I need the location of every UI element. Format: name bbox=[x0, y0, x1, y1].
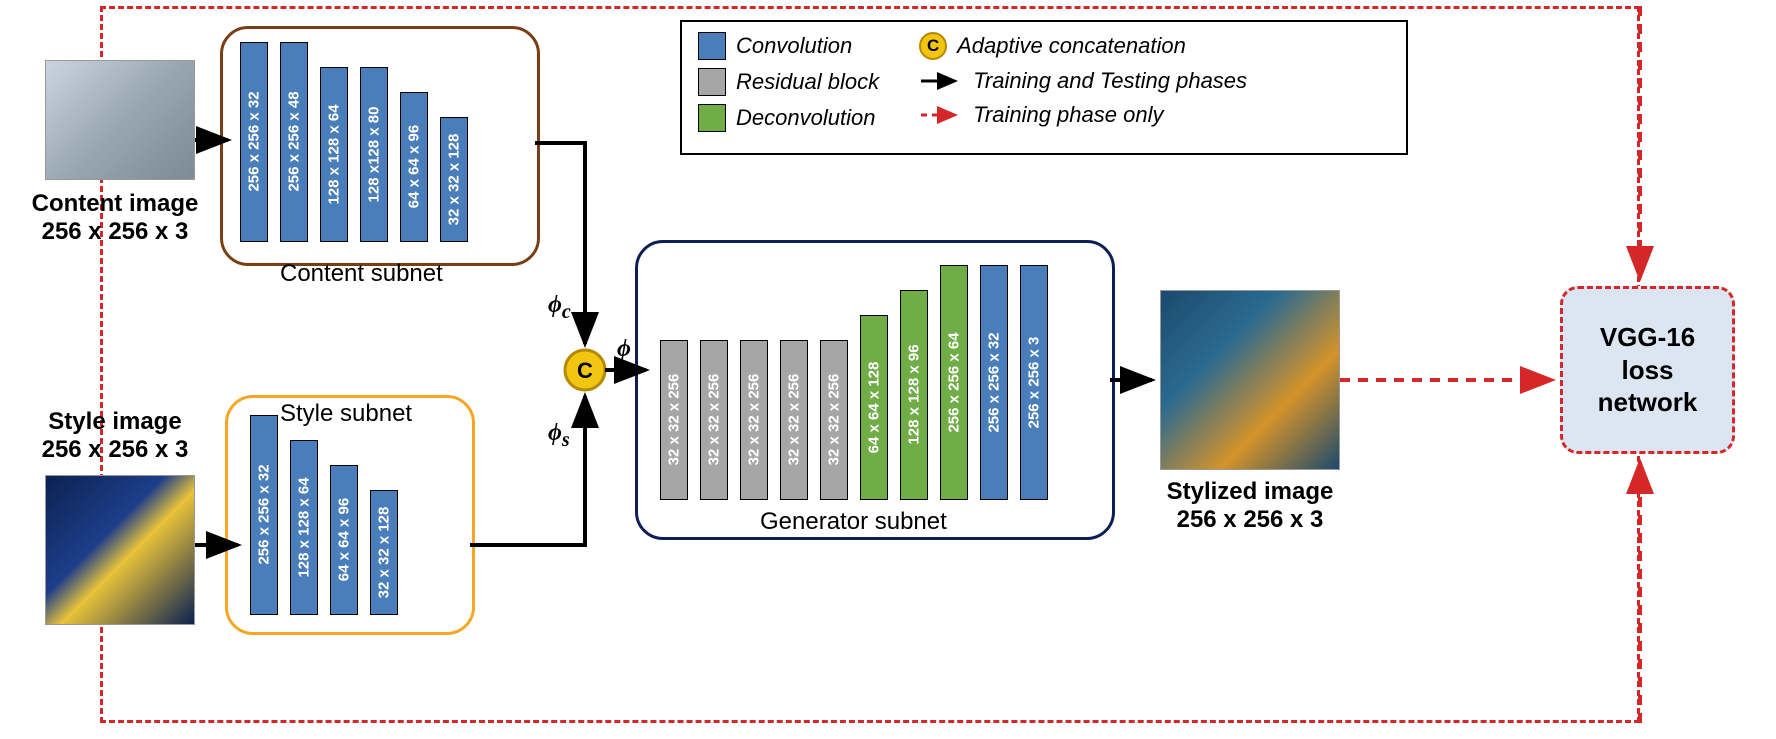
legend-train-only: Training phase only bbox=[919, 102, 1247, 128]
legend-concat-text: Adaptive concatenation bbox=[957, 33, 1186, 59]
legend-residual: Residual block bbox=[698, 68, 879, 96]
legend-both-phases: Training and Testing phases bbox=[919, 68, 1247, 94]
content-image-dims: 256 x 256 x 3 bbox=[42, 218, 189, 245]
stylized-image-placeholder bbox=[1160, 290, 1340, 470]
layer-label: 256 x 256 x 32 bbox=[256, 445, 273, 585]
legend-both-text: Training and Testing phases bbox=[973, 68, 1247, 94]
layer-label: 64 x 64 x 96 bbox=[406, 97, 423, 237]
layer-label: 32 x 32 x 128 bbox=[376, 482, 393, 622]
layer-label: 128 x128 x 80 bbox=[366, 84, 383, 224]
content-image-label: Content image bbox=[32, 190, 199, 217]
style-image-dims: 256 x 256 x 3 bbox=[42, 436, 189, 463]
content-subnet-label: Content subnet bbox=[280, 260, 443, 288]
layer-label: 32 x 32 x 256 bbox=[706, 350, 723, 490]
layer-label: 64 x 64 x 128 bbox=[866, 337, 883, 477]
layer-label: 256 x 256 x 3 bbox=[1026, 312, 1043, 452]
legend-residual-text: Residual block bbox=[736, 69, 879, 95]
layer-label: 32 x 32 x 256 bbox=[786, 350, 803, 490]
legend-conv-text: Convolution bbox=[736, 33, 852, 59]
style-image-label: Style image bbox=[48, 408, 181, 435]
legend-conv: Convolution bbox=[698, 32, 879, 60]
vgg-loss-label: VGG-16lossnetwork bbox=[1598, 321, 1698, 419]
layer-label: 256 x 256 x 32 bbox=[986, 312, 1003, 452]
legend-concat: C Adaptive concatenation bbox=[919, 32, 1247, 60]
stylized-image-dims: 256 x 256 x 3 bbox=[1177, 506, 1324, 533]
legend-deconv-text: Deconvolution bbox=[736, 105, 875, 131]
legend-train-text: Training phase only bbox=[973, 102, 1163, 128]
content-image-placeholder bbox=[45, 60, 195, 180]
layer-label: 128 x 128 x 96 bbox=[906, 325, 923, 465]
layer-label: 128 x 128 x 64 bbox=[326, 84, 343, 224]
layer-label: 256 x 256 x 64 bbox=[946, 312, 963, 452]
layer-label: 256 x 256 x 32 bbox=[246, 72, 263, 212]
layer-label: 32 x 32 x 256 bbox=[746, 350, 763, 490]
layer-label: 32 x 32 x 256 bbox=[666, 350, 683, 490]
content-image-caption: Content image 256 x 256 x 3 bbox=[10, 190, 220, 246]
phi-c-label: ϕc bbox=[548, 292, 571, 324]
legend-box: Convolution Residual block Deconvolution… bbox=[680, 20, 1408, 155]
layer-label: 256 x 256 x 48 bbox=[286, 72, 303, 212]
layer-label: 32 x 32 x 256 bbox=[826, 350, 843, 490]
vgg-loss-box: VGG-16lossnetwork bbox=[1560, 286, 1735, 454]
phi-label: ϕ bbox=[617, 336, 631, 363]
stylized-image-caption: Stylized image 256 x 256 x 3 bbox=[1140, 478, 1360, 534]
layer-label: 32 x 32 x 128 bbox=[446, 109, 463, 249]
stylized-image-label: Stylized image bbox=[1167, 478, 1334, 505]
style-image-placeholder bbox=[45, 475, 195, 625]
style-subnet-label: Style subnet bbox=[280, 400, 412, 428]
layer-label: 64 x 64 x 96 bbox=[336, 470, 353, 610]
style-image-caption: Style image 256 x 256 x 3 bbox=[10, 408, 220, 464]
layer-label: 128 x 128 x 64 bbox=[296, 457, 313, 597]
legend-deconv: Deconvolution bbox=[698, 104, 879, 132]
phi-s-label: ϕs bbox=[548, 420, 570, 452]
generator-subnet-label: Generator subnet bbox=[760, 508, 947, 536]
